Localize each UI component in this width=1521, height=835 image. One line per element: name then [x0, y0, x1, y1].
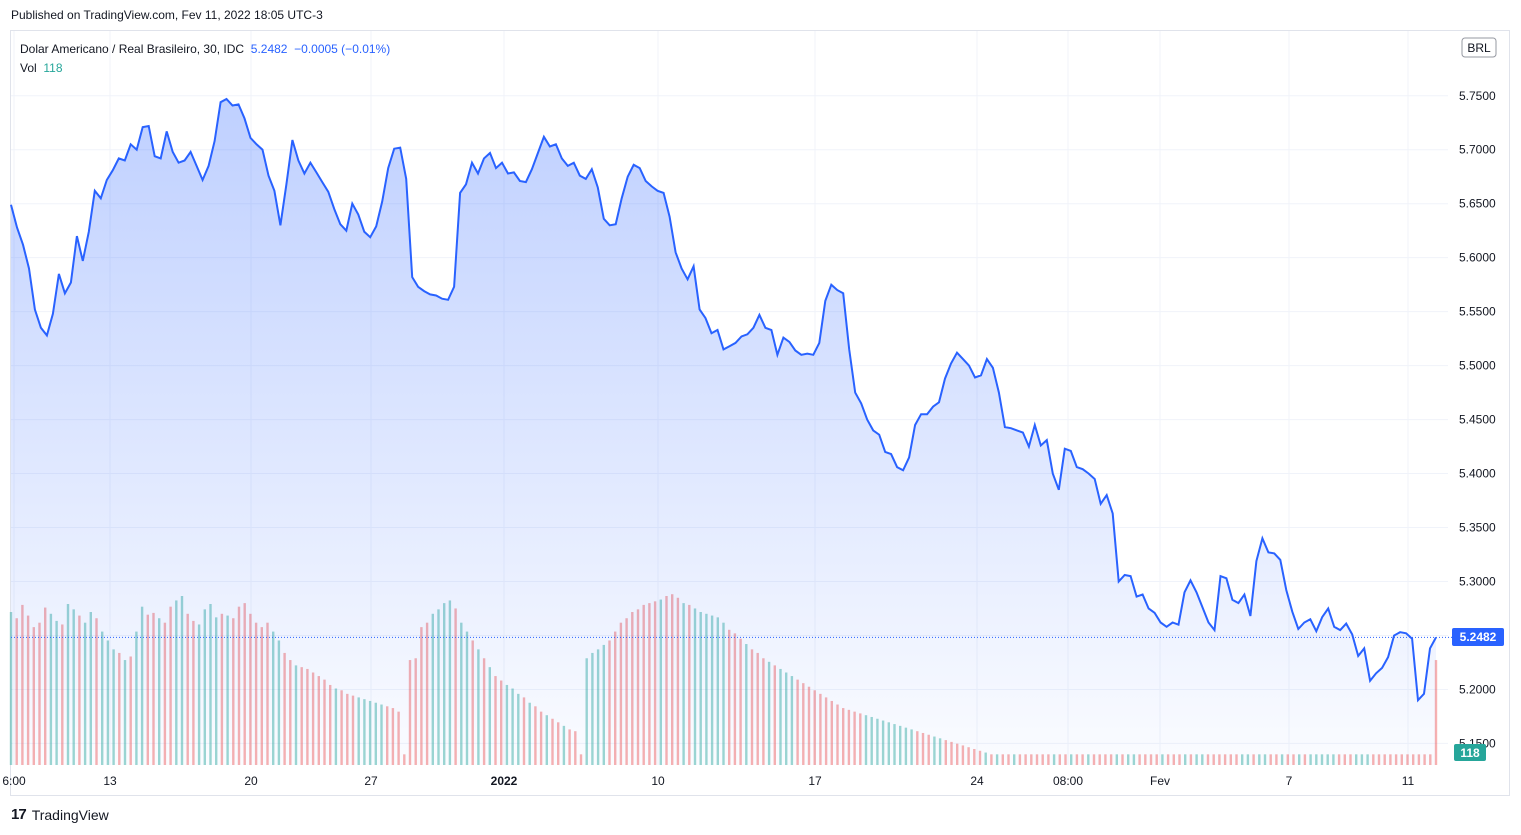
y-axis[interactable]: 5.7500 5.7000 5.6500 5.6000 5.5500 5.5000 5.45…	[1459, 89, 1496, 751]
x-tick-label: 2022	[491, 774, 518, 788]
y-tick-label: 5.6000	[1459, 251, 1496, 265]
y-tick-label: 5.5000	[1459, 359, 1496, 373]
last-price: 5.2482	[250, 42, 288, 56]
volume-label: Vol	[20, 61, 37, 75]
y-tick-label: 5.2000	[1459, 682, 1496, 696]
last-price-label: 5.2482	[1452, 628, 1504, 646]
published-caption: Published on TradingView.com, Fev 11, 20…	[11, 8, 323, 22]
tradingview-logo-icon: 17	[11, 806, 27, 823]
y-tick-label: 5.5500	[1459, 305, 1496, 319]
last-volume-label: 118	[1454, 744, 1486, 761]
price-change: −0.0005 (−0.01%)	[294, 42, 391, 56]
x-tick-label: 27	[364, 774, 378, 788]
x-tick-label: 13	[103, 774, 117, 788]
currency-label: BRL	[1467, 41, 1491, 55]
legend: Dolar Americano / Real Brasileiro, 30, I…	[20, 40, 390, 78]
x-tick-label: 08:00	[1053, 774, 1083, 788]
y-tick-label: 5.7000	[1459, 143, 1496, 157]
price-area	[11, 99, 1436, 765]
volume-value: 118	[43, 61, 63, 75]
x-axis[interactable]: 6:00 13 20 27 2022 10 17 24 08:00 Fev 7 11	[2, 774, 1414, 788]
last-volume-value: 118	[1460, 746, 1480, 760]
legend-main: Dolar Americano / Real Brasileiro, 30, I…	[20, 40, 390, 59]
currency-button[interactable]: BRL	[1461, 37, 1497, 58]
y-tick-label: 5.4500	[1459, 413, 1496, 427]
y-tick-label: 5.6500	[1459, 197, 1496, 211]
price-line	[10, 97, 1437, 703]
y-tick-label: 5.7500	[1459, 89, 1496, 103]
y-tick-label: 5.3000	[1459, 575, 1496, 589]
last-price-value: 5.2482	[1460, 630, 1497, 644]
footer: 17 TradingView	[11, 806, 109, 823]
x-tick-label: 10	[651, 774, 665, 788]
x-tick-label: Fev	[1150, 774, 1170, 788]
y-tick-label: 5.3500	[1459, 521, 1496, 535]
symbol-name: Dolar Americano / Real Brasileiro, 30, I…	[20, 42, 245, 56]
x-tick-label: 24	[970, 774, 984, 788]
x-tick-label: 20	[244, 774, 258, 788]
chart-frame[interactable]	[10, 30, 1510, 796]
x-tick-label: 7	[1286, 774, 1293, 788]
legend-volume: Vol 118	[20, 59, 390, 78]
x-tick-label: 11	[1402, 774, 1415, 788]
y-tick-label: 5.4000	[1459, 467, 1496, 481]
brand-name: TradingView	[31, 806, 109, 823]
x-tick-label: 6:00	[2, 774, 26, 788]
x-tick-label: 17	[808, 774, 822, 788]
